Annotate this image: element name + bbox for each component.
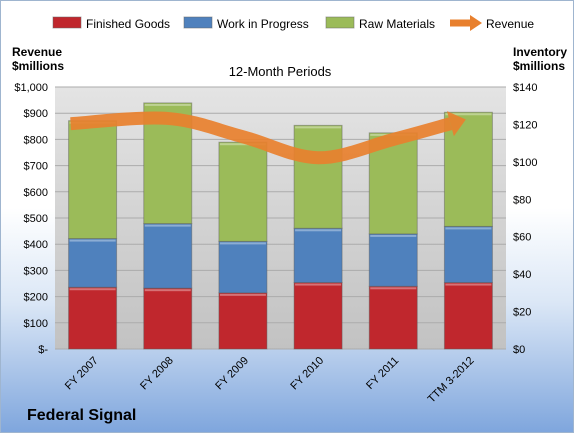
right-tick-label: $0	[513, 344, 525, 356]
left-tick-label: $700	[24, 161, 48, 173]
left-tick-label: $100	[24, 318, 48, 330]
bar-highlight	[445, 227, 492, 230]
right-tick-label: $100	[513, 157, 537, 169]
bar-highlight	[445, 283, 492, 286]
left-tick-label: $200	[24, 292, 48, 304]
revenue-line-layer	[70, 111, 466, 165]
bar-segment	[68, 238, 118, 288]
company-name: Federal Signal	[27, 407, 137, 424]
legend: Finished Goods Work in Progress Raw Materi…	[52, 15, 534, 31]
right-tick-label: $60	[513, 232, 531, 244]
bar-segment	[443, 111, 493, 227]
bar-highlight	[69, 239, 116, 242]
gridlines	[55, 86, 506, 350]
bar-segment	[293, 227, 343, 284]
left-axis-ticks: $- $100 $200 $300 $400 $500 $600 $700 $800 $900 $1…	[14, 82, 48, 356]
revenue-line	[70, 111, 453, 165]
bar-highlight	[69, 288, 116, 291]
bar-segment	[143, 287, 193, 350]
chart-title: 12-Month Periods	[229, 64, 332, 79]
bar-segment	[293, 282, 343, 350]
left-tick-label: $600	[24, 187, 48, 199]
left-tick-label: $800	[24, 134, 48, 146]
bar-highlight	[219, 293, 266, 296]
right-tick-label: $120	[513, 119, 537, 131]
bar-segment	[68, 120, 118, 240]
bar-segment	[443, 225, 493, 284]
left-tick-label: $300	[24, 265, 48, 277]
bar-segment	[368, 285, 418, 350]
bar-highlight	[295, 283, 342, 286]
bar-highlight	[295, 126, 342, 129]
category-label: FY 2009	[213, 355, 251, 393]
category-label: FY 2011	[364, 355, 401, 392]
left-tick-label: $1,000	[14, 82, 48, 94]
category-label: FY 2008	[138, 355, 176, 393]
bar-segment	[218, 292, 268, 350]
left-tick-label: $400	[24, 239, 48, 251]
bar-segment	[293, 124, 343, 229]
legend-arrowhead	[470, 15, 482, 31]
left-axis-label-line1: Revenue	[12, 45, 62, 59]
bar-segment	[443, 282, 493, 350]
bar-segment	[68, 286, 118, 350]
legend-swatch	[52, 16, 82, 29]
bar-segment	[368, 233, 418, 287]
category-label: FY 2007	[63, 355, 101, 393]
left-tick-label: $900	[24, 108, 48, 120]
right-axis-label-line1: Inventory	[513, 45, 567, 59]
right-axis-ticks: $0 $20 $40 $60 $80 $100 $120 $140	[513, 82, 537, 356]
revenue-arrowhead	[446, 111, 466, 137]
bar-highlight	[144, 289, 191, 292]
left-axis-label-line2: $millions	[12, 59, 64, 73]
bars	[68, 102, 493, 350]
legend-swatch	[183, 16, 213, 29]
bar-highlight	[144, 103, 191, 106]
bar-highlight	[144, 224, 191, 227]
bar-highlight	[445, 113, 492, 116]
right-tick-label: $20	[513, 307, 531, 319]
right-tick-label: $140	[513, 82, 537, 94]
bar-highlight	[219, 143, 266, 146]
left-tick-label: $-	[38, 344, 48, 356]
legend-label: Revenue	[486, 17, 534, 31]
category-label: FY 2010	[288, 355, 326, 393]
legend-swatch	[325, 16, 355, 29]
bar-highlight	[370, 234, 417, 237]
category-labels: FY 2007 FY 2008 FY 2009 FY 2010 FY 2011 TTM 3…	[63, 355, 477, 406]
legend-label: Work in Progress	[217, 17, 309, 31]
bar-segment	[143, 223, 193, 289]
right-tick-label: $40	[513, 269, 531, 281]
bar-highlight	[219, 242, 266, 245]
bar-highlight	[370, 287, 417, 290]
bar-highlight	[295, 229, 342, 232]
left-tick-label: $500	[24, 213, 48, 225]
bar-segment	[218, 141, 268, 242]
right-tick-label: $80	[513, 194, 531, 206]
legend-label: Raw Materials	[359, 17, 435, 31]
legend-label: Finished Goods	[86, 17, 170, 31]
bar-segment	[218, 240, 268, 294]
category-label: TTM 3-2012	[426, 355, 477, 406]
right-axis-label-line2: $millions	[513, 59, 565, 73]
